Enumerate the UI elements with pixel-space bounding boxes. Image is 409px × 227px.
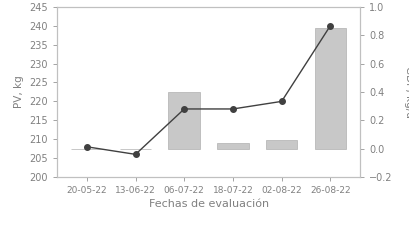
X-axis label: Fechas de evaluación: Fechas de evaluación <box>148 199 269 209</box>
Bar <box>315 28 346 149</box>
Y-axis label: PV, kg: PV, kg <box>14 76 24 108</box>
Bar <box>169 92 200 149</box>
Y-axis label: GDP, kg/d: GDP, kg/d <box>404 66 409 118</box>
Bar <box>266 140 297 149</box>
Bar <box>217 143 249 149</box>
